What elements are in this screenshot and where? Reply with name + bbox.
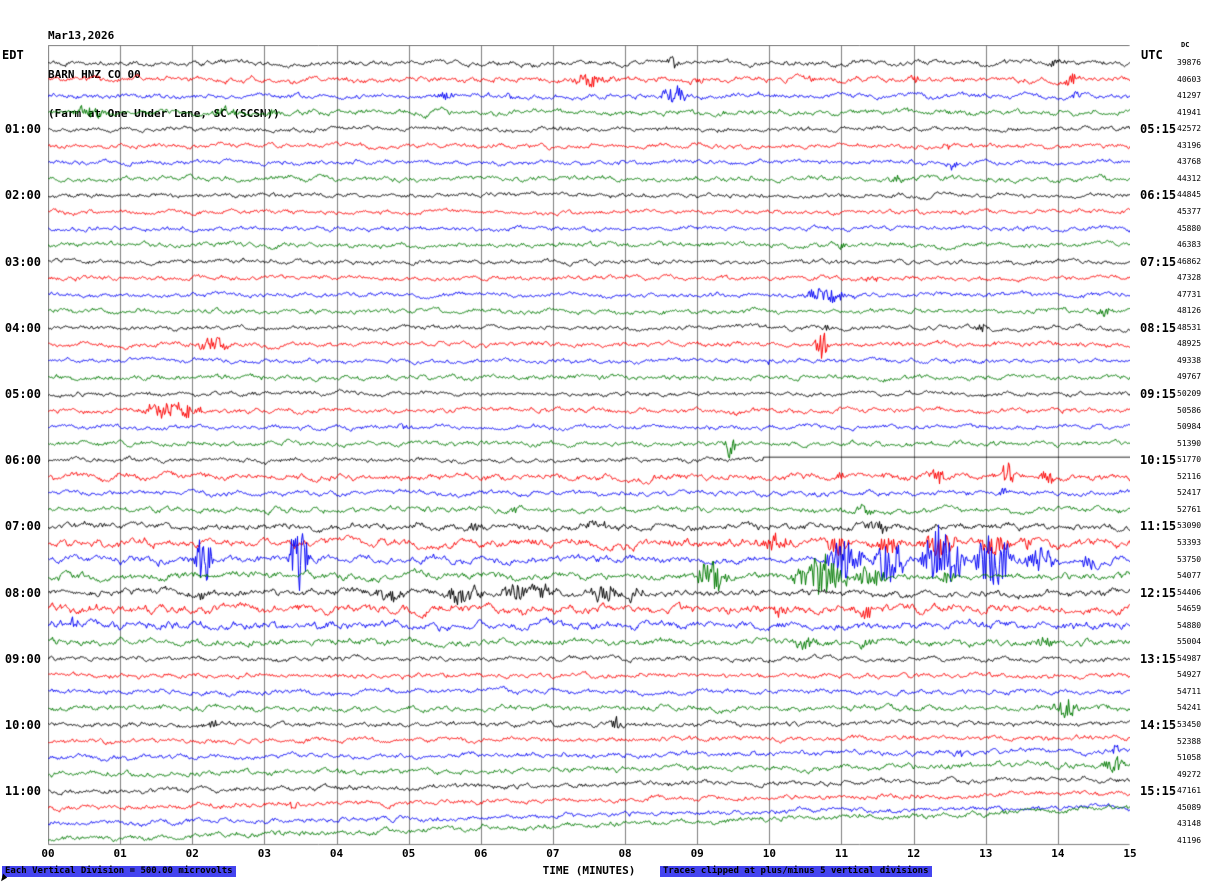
utc-hour-label: 05:15	[1140, 122, 1177, 137]
dc-value: 54406	[1177, 587, 1202, 597]
edt-hour-label: 06:00	[4, 453, 41, 468]
dc-value: 51058	[1177, 753, 1202, 763]
dc-value: 40603	[1177, 74, 1202, 84]
minute-tick-label: 00	[41, 847, 55, 860]
dc-column-label: DC	[1181, 41, 1190, 49]
minute-tick-label: 09	[690, 847, 704, 860]
minute-tick-label: 06	[474, 847, 488, 860]
clipping-note: Traces clipped at plus/minus 5 vertical …	[660, 866, 932, 877]
minute-tick-label: 15	[1123, 847, 1137, 860]
dc-value: 43148	[1177, 819, 1202, 829]
dc-value: 49272	[1177, 769, 1202, 779]
dc-value: 55004	[1177, 637, 1202, 647]
dc-value: 50984	[1177, 422, 1202, 432]
dc-value: 54711	[1177, 686, 1202, 696]
utc-hour-label: 11:15	[1140, 519, 1177, 534]
minute-tick-label: 12	[906, 847, 921, 860]
dc-value: 48925	[1177, 339, 1202, 349]
utc-hour-label: 07:15	[1140, 254, 1177, 269]
dc-value: 50586	[1177, 405, 1202, 415]
dc-value: 54880	[1177, 620, 1202, 630]
seismogram-plot	[48, 45, 1130, 851]
edt-hour-label: 07:00	[4, 519, 41, 534]
minute-tick-label: 11	[834, 847, 849, 860]
utc-hour-label: 08:15	[1140, 320, 1177, 335]
dc-value: 52116	[1177, 471, 1202, 481]
edt-hour-label: 03:00	[4, 254, 41, 269]
utc-hour-label: 10:15	[1140, 453, 1177, 468]
dc-value: 54927	[1177, 670, 1202, 680]
dc-value: 39876	[1177, 58, 1202, 67]
dc-value: 50209	[1177, 389, 1202, 398]
dc-value: 52417	[1177, 488, 1202, 498]
edt-hour-label: 01:00	[4, 122, 41, 137]
dc-value: 47731	[1177, 289, 1202, 299]
utc-hour-label: 15:15	[1140, 784, 1177, 799]
dc-value: 51390	[1177, 438, 1202, 448]
dc-value: 48531	[1177, 322, 1202, 332]
dc-value: 45377	[1177, 206, 1202, 216]
edt-hour-label: 10:00	[4, 718, 41, 732]
utc-hour-label: 09:15	[1140, 387, 1177, 401]
edt-hour-label: 09:00	[4, 651, 41, 666]
dc-value: 54241	[1177, 703, 1202, 713]
dc-value: 54987	[1177, 653, 1202, 663]
vertical-division-note: Each Vertical Division = 500.00 microvol…	[2, 866, 236, 877]
edt-hour-label: 02:00	[4, 188, 41, 203]
minute-tick-label: 01	[113, 847, 127, 860]
right-timezone-label: UTC	[1141, 48, 1163, 62]
dc-value: 47161	[1177, 786, 1202, 796]
edt-hour-label: 05:00	[4, 387, 41, 401]
dc-value: 53450	[1177, 720, 1202, 729]
dc-value: 48126	[1177, 306, 1202, 316]
edt-hour-label: 08:00	[4, 585, 41, 600]
utc-hour-label: 14:15	[1140, 718, 1177, 732]
dc-value: 41297	[1177, 91, 1202, 101]
dc-value: 53090	[1177, 521, 1202, 531]
dc-value: 52388	[1177, 736, 1202, 746]
dc-value: 41196	[1177, 835, 1202, 845]
cursor-artifact	[1, 873, 8, 883]
dc-value: 47328	[1177, 273, 1202, 283]
edt-hour-label: 11:00	[4, 784, 41, 799]
dc-value: 49767	[1177, 372, 1202, 382]
dc-value: 45089	[1177, 802, 1202, 812]
minute-tick-label: 13	[979, 847, 993, 860]
minute-tick-label: 04	[329, 847, 344, 860]
dc-value: 52761	[1177, 504, 1202, 514]
dc-value: 44312	[1177, 173, 1202, 183]
utc-hour-label: 13:15	[1140, 651, 1177, 666]
minute-tick-label: 07	[546, 847, 560, 860]
dc-value: 43768	[1177, 157, 1202, 167]
dc-value: 53750	[1177, 554, 1202, 564]
dc-value: 41941	[1177, 107, 1202, 117]
dc-value: 53393	[1177, 537, 1202, 547]
dc-value: 51770	[1177, 455, 1202, 465]
dc-value: 42572	[1177, 124, 1202, 134]
left-timezone-label: EDT	[2, 48, 24, 62]
minute-tick-label: 02	[185, 847, 199, 860]
minute-tick-label: 14	[1051, 847, 1065, 860]
dc-value: 46862	[1177, 256, 1202, 266]
edt-hour-label: 04:00	[4, 320, 41, 335]
dc-value: 49338	[1177, 355, 1202, 365]
minute-tick-label: 05	[402, 847, 416, 860]
utc-hour-label: 06:15	[1140, 188, 1177, 203]
minute-tick-label: 08	[618, 847, 632, 860]
dc-value: 54077	[1177, 571, 1202, 581]
dc-value: 44845	[1177, 190, 1202, 200]
dc-value: 43196	[1177, 140, 1202, 150]
dc-value: 46383	[1177, 240, 1202, 250]
x-axis-title: TIME (MINUTES)	[542, 864, 636, 877]
dc-value: 45880	[1177, 223, 1202, 233]
dc-value: 54659	[1177, 604, 1202, 614]
header-date: Mar13,2026	[48, 29, 115, 42]
utc-hour-label: 12:15	[1140, 585, 1177, 600]
minute-tick-label: 10	[762, 847, 776, 860]
minute-tick-label: 03	[257, 847, 272, 860]
